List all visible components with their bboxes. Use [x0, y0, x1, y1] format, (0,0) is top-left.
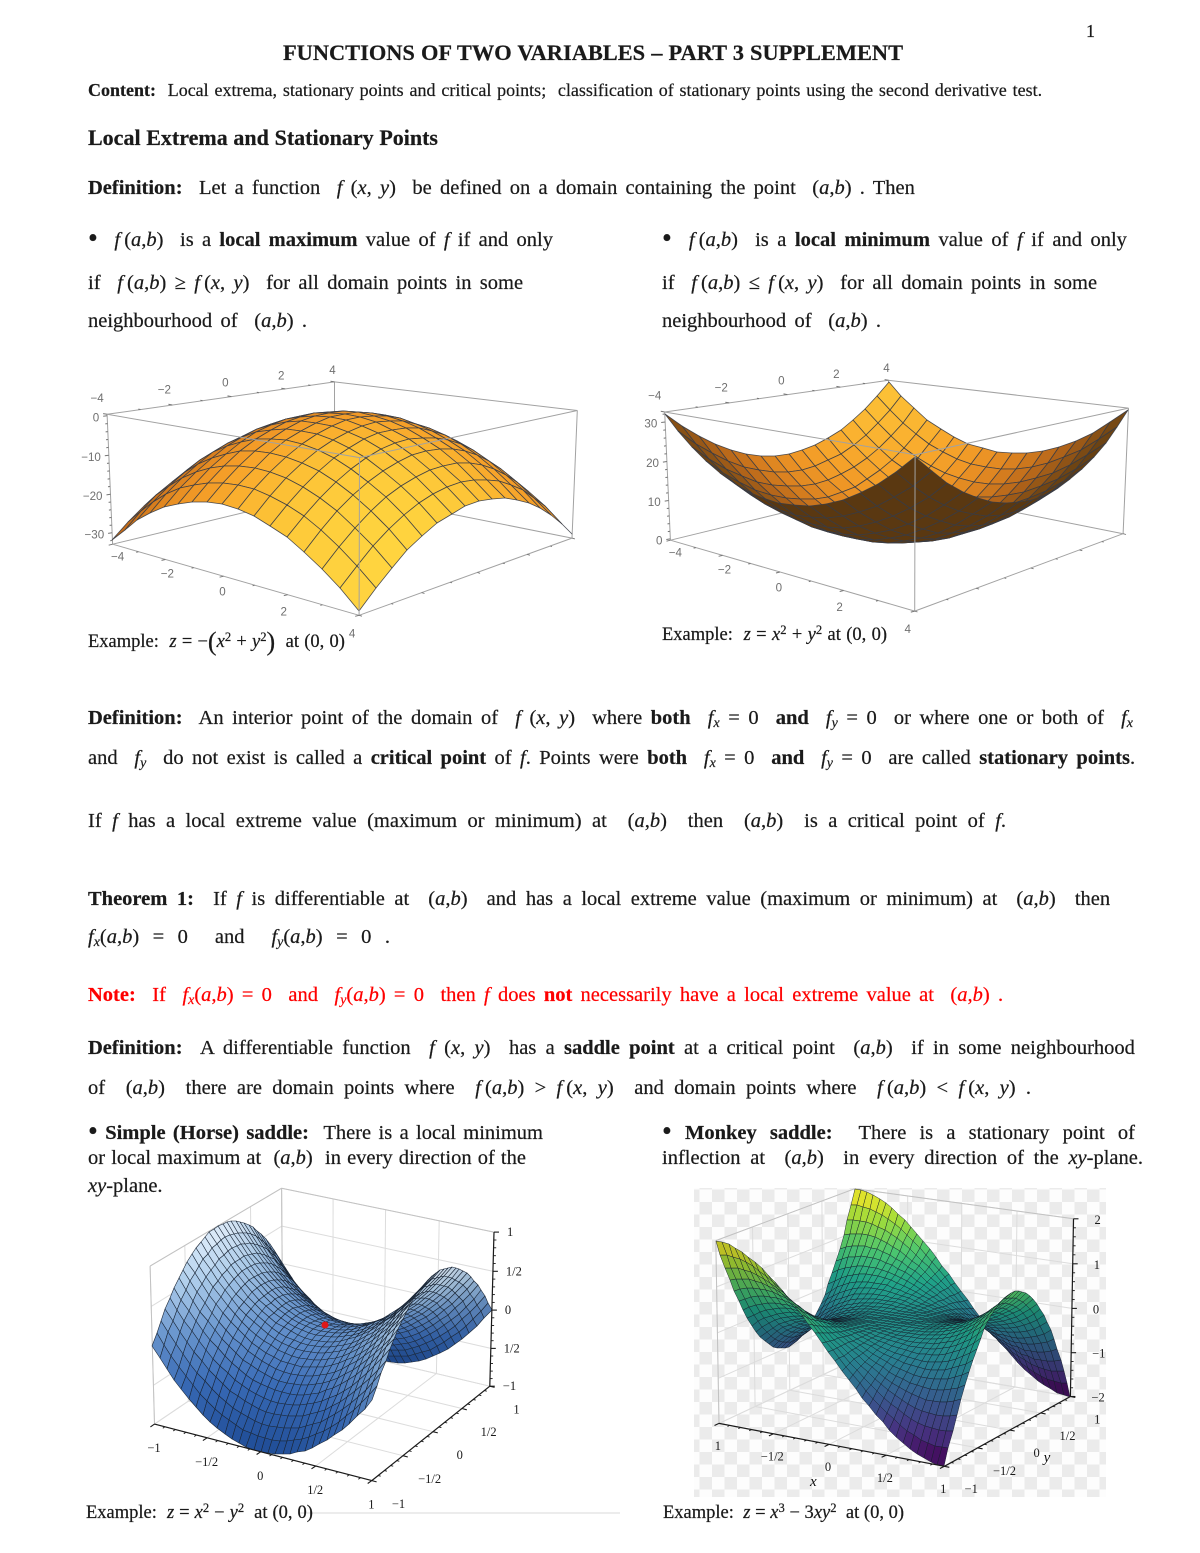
svg-text:−2: −2: [718, 563, 731, 576]
svg-text:1/2: 1/2: [1060, 1429, 1076, 1443]
svg-text:−1: −1: [1092, 1347, 1105, 1361]
svg-text:1/2: 1/2: [481, 1425, 497, 1439]
svg-text:−2: −2: [1091, 1391, 1104, 1405]
svg-text:y: y: [1042, 1450, 1051, 1466]
svg-text:0: 0: [825, 1460, 831, 1474]
svg-text:−2: −2: [158, 384, 171, 397]
svg-text:1/2: 1/2: [504, 1341, 520, 1355]
svg-text:1/2: 1/2: [307, 1483, 323, 1497]
svg-text:0: 0: [222, 376, 228, 389]
svg-text:−1: −1: [965, 1482, 978, 1496]
svg-text:1: 1: [368, 1498, 374, 1512]
svg-text:−4: −4: [669, 547, 683, 560]
svg-text:−1: −1: [147, 1441, 160, 1455]
svg-text:2: 2: [1095, 1213, 1101, 1227]
svg-text:1/2: 1/2: [506, 1264, 522, 1278]
svg-text:−1/2: −1/2: [993, 1464, 1016, 1478]
svg-text:−4: −4: [648, 390, 662, 403]
svg-text:0: 0: [505, 1303, 511, 1317]
svg-text:1: 1: [1094, 1412, 1100, 1426]
svg-text:−1/2: −1/2: [418, 1472, 441, 1486]
svg-text:4: 4: [883, 362, 890, 375]
svg-text:−30: −30: [85, 528, 105, 541]
svg-text:10: 10: [648, 496, 661, 509]
svg-text:0: 0: [93, 411, 99, 424]
svg-text:−1/2: −1/2: [761, 1450, 784, 1464]
svg-text:−10: −10: [81, 451, 101, 464]
svg-text:1: 1: [507, 1225, 513, 1239]
svg-text:30: 30: [644, 418, 657, 431]
svg-text:4: 4: [904, 623, 911, 636]
svg-text:1: 1: [1094, 1258, 1100, 1272]
svg-text:−1/2: −1/2: [195, 1455, 218, 1469]
svg-text:1: 1: [513, 1403, 519, 1417]
svg-text:−1: −1: [392, 1497, 405, 1511]
svg-text:0: 0: [778, 374, 784, 387]
svg-text:−2: −2: [715, 382, 728, 395]
svg-text:4: 4: [349, 627, 356, 640]
svg-text:2: 2: [278, 370, 284, 383]
svg-text:−4: −4: [111, 551, 125, 564]
svg-text:−1: −1: [503, 1379, 516, 1393]
svg-text:2: 2: [836, 601, 842, 614]
svg-text:2: 2: [280, 605, 286, 618]
svg-text:x: x: [809, 1474, 817, 1490]
svg-text:0: 0: [776, 581, 782, 594]
svg-text:0: 0: [457, 1448, 463, 1462]
svg-text:4: 4: [329, 364, 336, 377]
svg-text:0: 0: [1033, 1446, 1039, 1460]
svg-text:20: 20: [646, 457, 659, 470]
svg-text:2: 2: [833, 368, 839, 381]
svg-text:−2: −2: [161, 567, 174, 580]
svg-text:0: 0: [257, 1469, 263, 1483]
svg-text:1: 1: [940, 1482, 946, 1496]
svg-text:0: 0: [219, 586, 225, 599]
svg-text:−20: −20: [83, 490, 103, 503]
svg-text:1/2: 1/2: [877, 1471, 893, 1485]
svg-text:1: 1: [715, 1439, 721, 1453]
svg-text:−4: −4: [90, 392, 104, 405]
svg-text:0: 0: [656, 535, 662, 548]
svg-text:0: 0: [1093, 1302, 1099, 1316]
